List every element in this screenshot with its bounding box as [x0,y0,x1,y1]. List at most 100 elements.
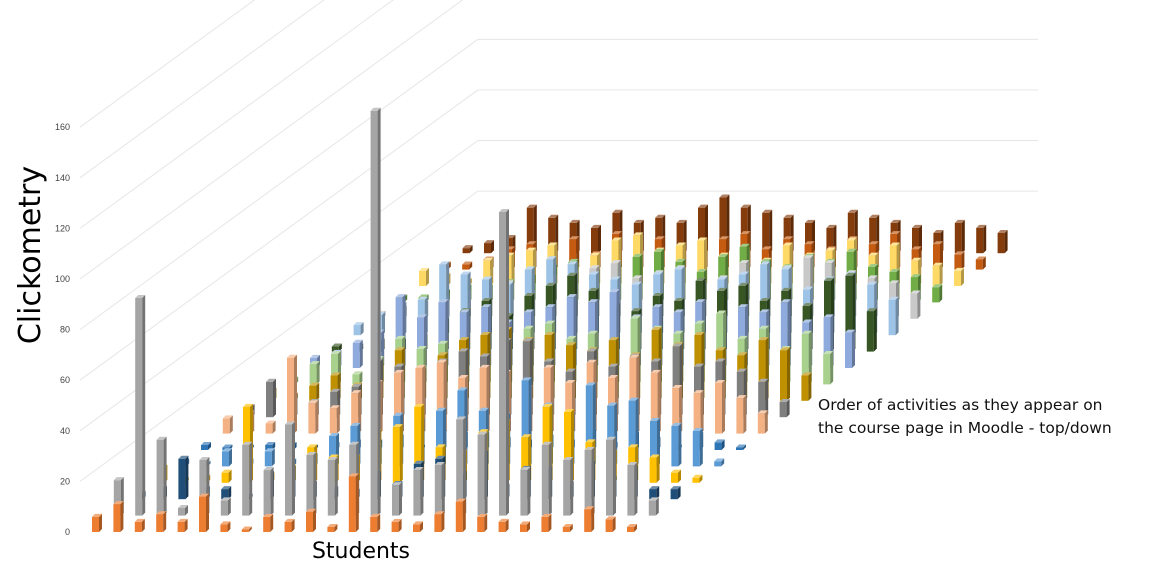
bar [264,448,275,467]
bar [413,521,423,532]
bar [762,209,773,254]
y-tick-label: 20 [60,476,70,486]
bar [584,506,595,532]
bar [309,361,320,385]
y-axis-title: Clickometry [13,166,48,344]
bar [241,526,252,532]
bar [308,400,319,434]
depth-axis-label-line-1: Order of activities as they appear on [818,396,1103,414]
bar [156,511,167,532]
bar [671,422,682,467]
bar [541,441,552,516]
bar [671,469,681,483]
bar [845,329,855,368]
bar [714,439,725,450]
bar [462,245,473,254]
bar [352,371,363,385]
bar [370,107,381,516]
bar [650,417,660,467]
bar [327,456,338,516]
bar [351,390,362,434]
x-axis-title: Students [312,539,410,564]
bar [780,347,790,401]
gridline [79,190,479,482]
bar [222,415,233,434]
y-tick-label: 160 [55,122,70,132]
bar [413,467,424,516]
bar [242,441,253,516]
bar [910,290,921,319]
bar [627,462,638,516]
bar [888,296,899,336]
bar [370,513,381,532]
bar [462,261,473,270]
bar [263,467,274,516]
bar [483,257,494,286]
bar [222,448,232,467]
bar [757,410,768,434]
bar [997,229,1008,254]
gridlines [79,0,1038,482]
y-tick-label: 120 [55,223,70,233]
bar [201,441,211,450]
bar [648,497,659,516]
bar [758,378,769,418]
bar [520,521,530,532]
bar [954,267,964,286]
bar [692,427,703,467]
bars [92,107,1008,532]
bar [285,421,295,516]
bar [477,513,488,532]
bar [801,372,812,401]
bar [287,354,297,434]
bar [541,513,552,532]
bar [672,385,683,434]
bar [113,501,124,532]
bar [649,454,660,483]
gridline [79,0,325,179]
bar [714,458,725,467]
bar [498,518,509,532]
y-tick-label: 0 [65,527,70,537]
bar [801,330,812,385]
gridline [79,0,394,229]
bar [434,511,445,532]
bar [562,523,573,532]
bar [309,382,320,401]
bar [177,518,188,532]
bar [221,469,232,483]
bar [306,508,316,532]
bar [736,395,747,434]
y-axis-ticks: 0 20 40 60 80 100 120 140 160 [55,122,70,537]
gridline [79,89,479,381]
bar [823,351,834,385]
bar [932,284,943,303]
bar [156,436,167,516]
bar [391,518,402,532]
bar [220,521,231,532]
bar [605,516,616,532]
bar [932,262,943,286]
bar [220,497,231,516]
bar [263,513,274,532]
bar [649,486,660,500]
bar [455,498,466,532]
bar [434,462,445,516]
bar [591,224,601,254]
y-tick-label: 60 [60,375,70,385]
bar [693,390,704,434]
bar [976,224,987,254]
bar [329,405,340,434]
bar [265,420,276,434]
bar [419,267,429,286]
bar [92,513,102,532]
bar [526,204,537,254]
bar [134,518,145,532]
bar [606,436,616,516]
y-tick-label: 140 [55,173,70,183]
bar [178,455,189,500]
bar [352,339,363,368]
depth-axis-label-line-2: the course page in Moodle - top/down [818,419,1112,437]
bar [266,378,276,418]
